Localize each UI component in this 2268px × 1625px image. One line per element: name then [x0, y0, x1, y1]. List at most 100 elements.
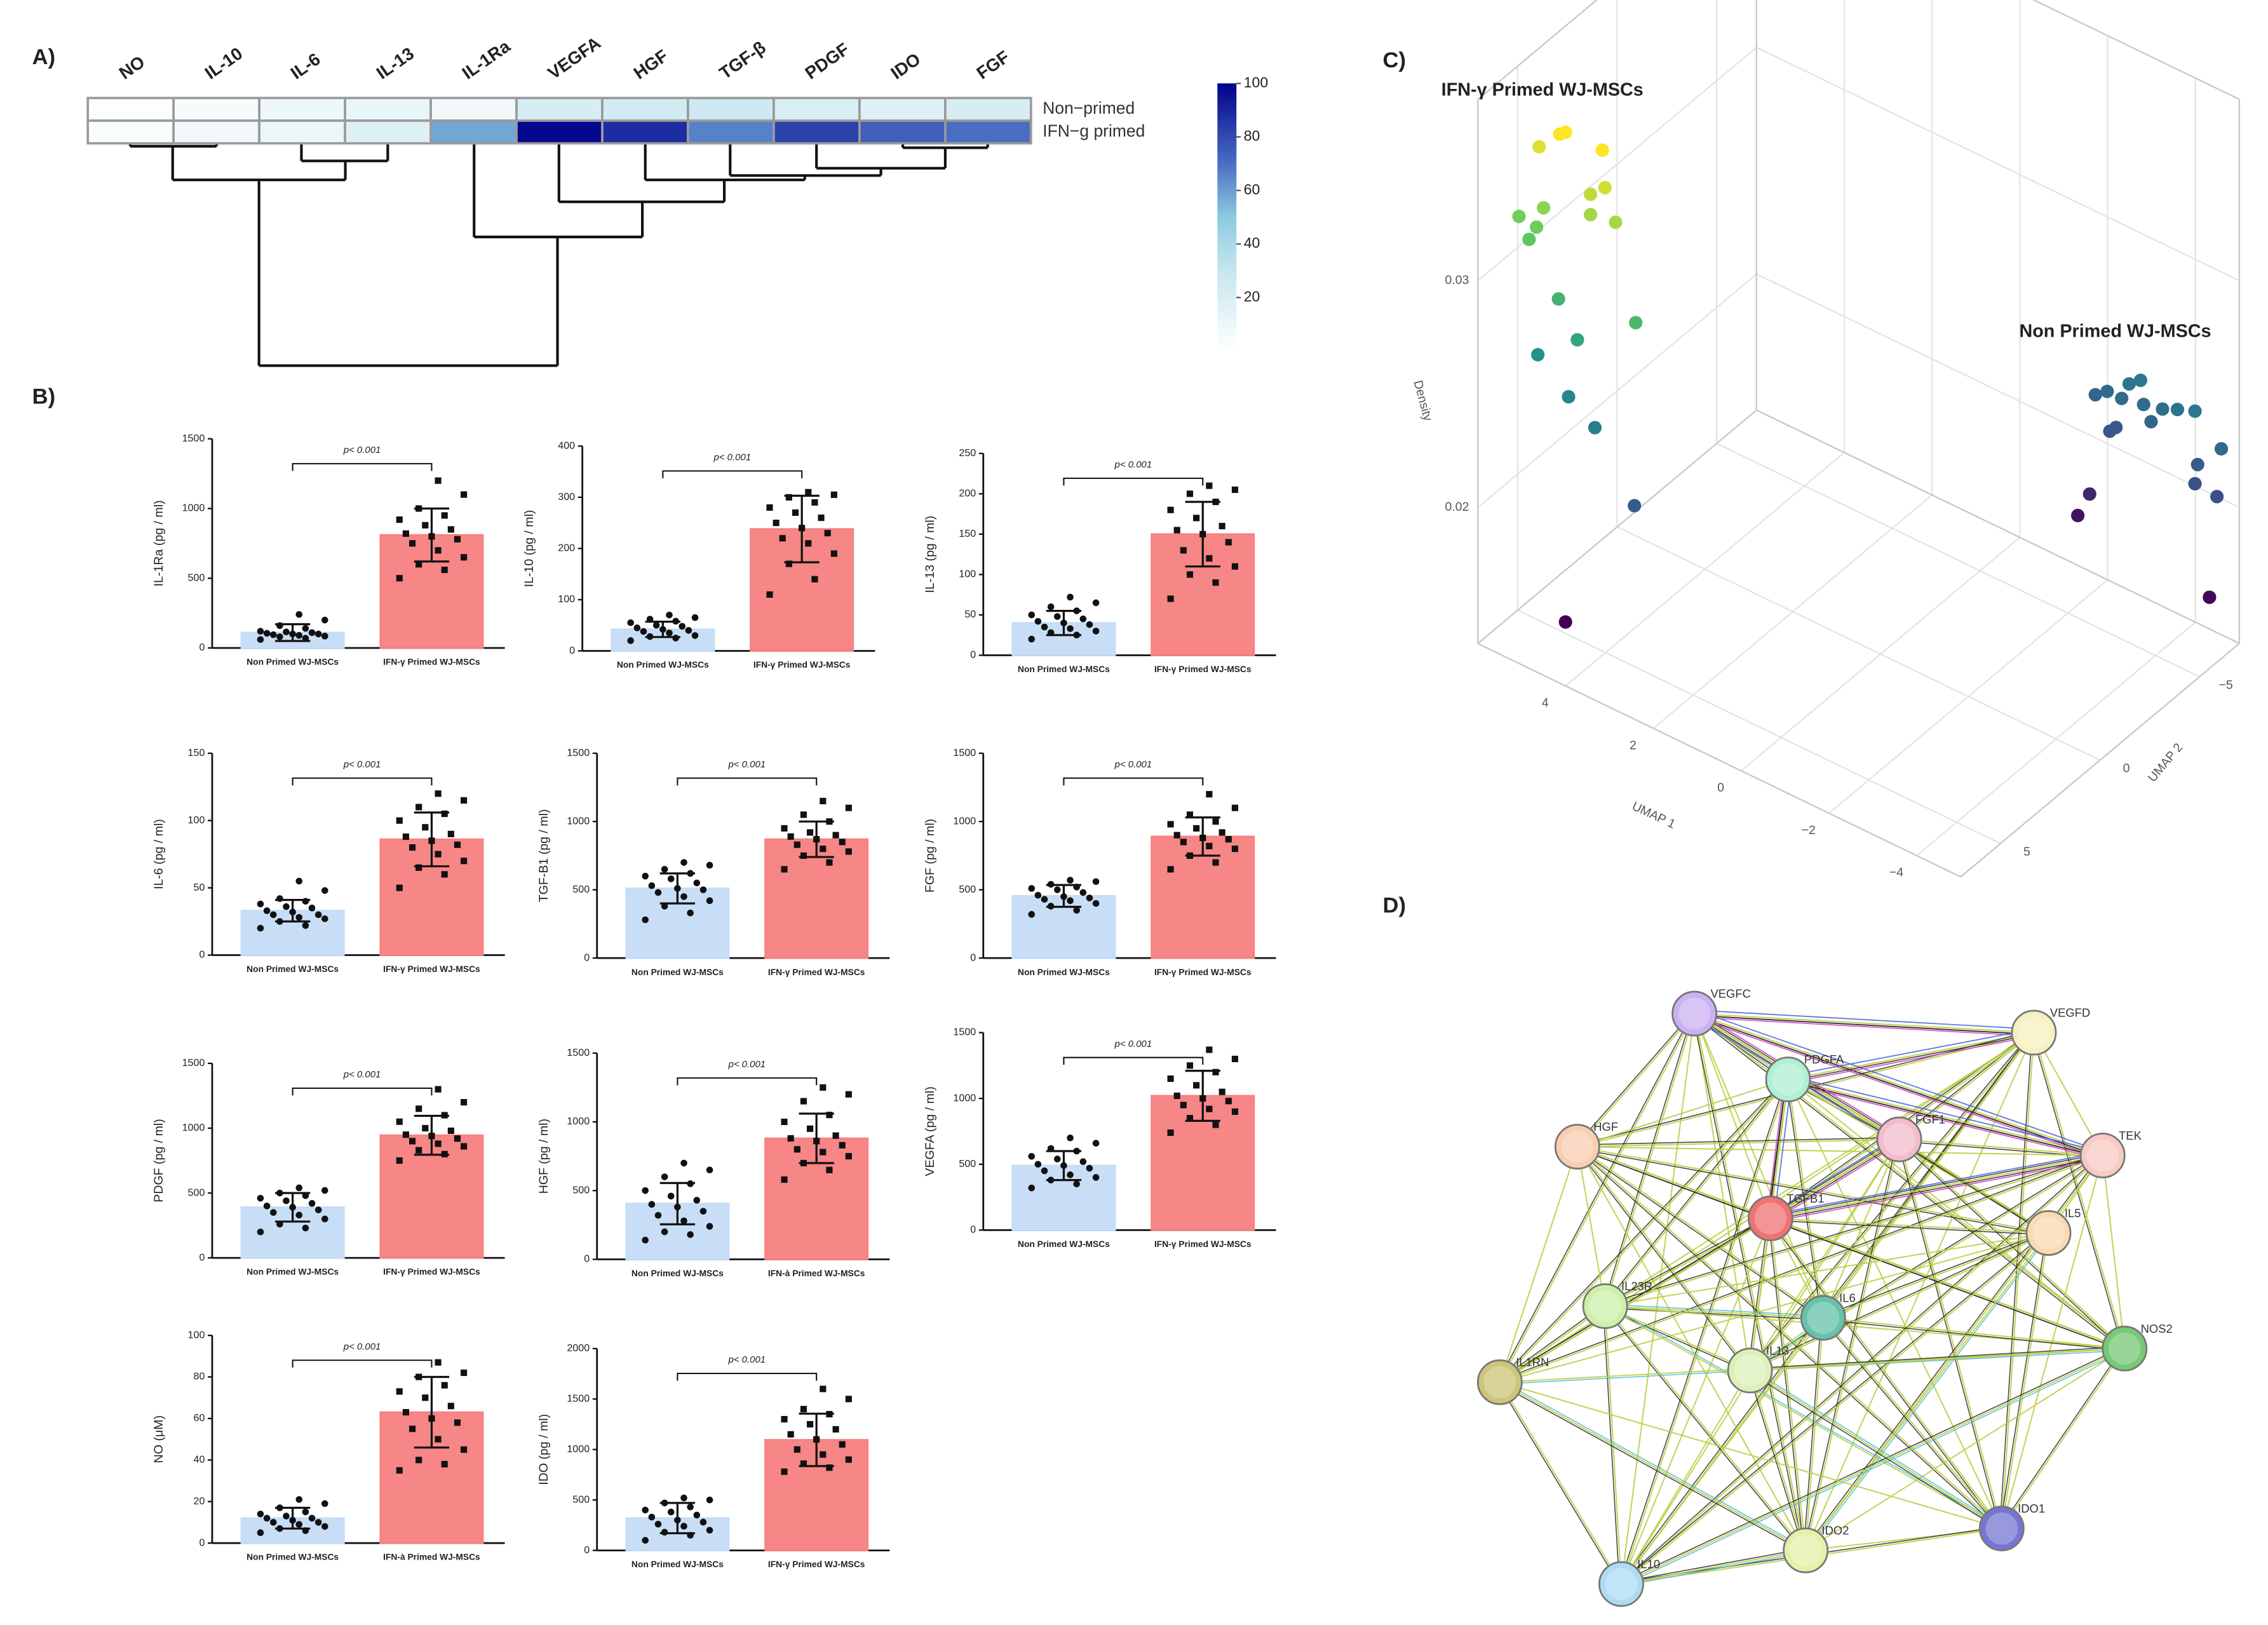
error-bar — [1046, 884, 1082, 908]
network-edge — [1605, 1307, 1823, 1321]
heat-cell — [86, 97, 175, 122]
data-point — [321, 633, 328, 640]
data-point — [667, 1192, 675, 1200]
error-bar — [645, 621, 680, 638]
data-point — [435, 477, 442, 484]
y-tick-label: 50 — [194, 882, 205, 893]
y-tick-label: 0 — [199, 949, 205, 961]
data-point — [295, 611, 303, 618]
data-point — [1212, 579, 1219, 586]
network-edge — [1694, 1013, 2103, 1156]
network-edge — [1766, 1079, 1785, 1218]
y-tick-label: 500 — [959, 884, 976, 895]
scatter-point — [1558, 615, 1572, 629]
data-point — [830, 491, 837, 498]
data-point — [257, 900, 264, 908]
data-point — [308, 905, 316, 912]
data-point — [1092, 1174, 1100, 1181]
network-edge — [1748, 1031, 2033, 1370]
network-node — [1582, 1283, 1628, 1329]
data-point — [706, 1527, 713, 1534]
x-tick-label: Non Primed WJ-MSCs — [1018, 1239, 1110, 1249]
y-axis-label: IL-13 (pg / ml) — [923, 516, 937, 593]
scatter-point — [2100, 384, 2114, 398]
colorbar-tick-label: 40 — [1244, 234, 1260, 251]
error-bar — [1185, 1069, 1220, 1122]
data-point — [832, 1426, 839, 1433]
data-point — [820, 846, 827, 853]
data-point — [276, 633, 283, 640]
data-point — [295, 1184, 303, 1192]
data-point — [415, 561, 422, 568]
y-tick-label: 0 — [199, 1537, 205, 1548]
p-value: p< 0.001 — [727, 1059, 766, 1070]
p-value: p< 0.001 — [343, 1341, 381, 1352]
y-axis-label: IL-6 (pg / ml) — [152, 819, 166, 889]
network-edge — [1768, 1219, 2001, 1530]
data-point — [666, 611, 673, 619]
network-edge — [1621, 1549, 1806, 1585]
data-point — [396, 884, 403, 891]
scatter-point — [2170, 402, 2185, 417]
network-edge — [1694, 1013, 1771, 1219]
network-edge — [1768, 1218, 1805, 1551]
network-edge — [1605, 1305, 1823, 1319]
p-value: p< 0.001 — [727, 759, 766, 770]
grid-line — [1756, 46, 2240, 281]
data-point — [1231, 804, 1238, 811]
data-point — [1054, 613, 1061, 620]
network-edge — [1604, 1305, 1806, 1551]
node-label: NOS2 — [2141, 1322, 2173, 1335]
network-edge — [1770, 1153, 2103, 1217]
y-tick-label: 100 — [558, 593, 575, 605]
data-point — [447, 526, 454, 533]
y-tick-label: 500 — [959, 1158, 976, 1170]
data-point — [693, 1197, 701, 1204]
network-edge — [1773, 1079, 1792, 1219]
network-edge — [1577, 1148, 2049, 1236]
data-point — [441, 811, 448, 818]
data-point — [257, 1510, 264, 1518]
data-point — [627, 637, 634, 644]
data-point — [1186, 1062, 1194, 1069]
network-edge — [1805, 1347, 2125, 1551]
x-tick-label: Non Primed WJ-MSCs — [631, 1559, 724, 1569]
data-point — [642, 1187, 649, 1194]
data-point — [800, 1460, 807, 1467]
scatter-point — [2088, 388, 2102, 401]
y-tick-label: 1500 — [567, 1047, 590, 1058]
y-tick-label: 1500 — [567, 747, 590, 759]
heat-cell — [172, 119, 260, 145]
y-tick-label: 150 — [188, 747, 205, 759]
dendrogram — [128, 143, 989, 367]
data-point — [435, 790, 442, 797]
scatter-point — [2115, 391, 2129, 405]
network-edge — [1999, 1232, 2048, 1528]
data-point — [845, 1396, 852, 1403]
data-point — [257, 1228, 264, 1236]
y-axis-label: VEGFA (pg / ml) — [923, 1086, 937, 1176]
z-tick-label: 0.02 — [1445, 500, 1469, 514]
data-point — [806, 1420, 814, 1428]
significance-bracket — [677, 777, 818, 786]
data-point — [1231, 846, 1238, 853]
data-point — [257, 636, 264, 644]
data-point — [773, 520, 780, 527]
network-edge — [1577, 1146, 2002, 1529]
heat-cell — [858, 97, 947, 122]
network-edge — [1770, 1220, 2049, 1236]
data-point — [1067, 1134, 1074, 1142]
data-point — [283, 1513, 290, 1520]
network-edge — [1498, 1383, 1806, 1553]
scatter-point — [2214, 442, 2229, 456]
data-point — [642, 1236, 649, 1244]
x-tick-label: IFN-γ Primed WJ-MSCs — [383, 1267, 480, 1277]
y-tick-label: 100 — [188, 814, 205, 826]
x-tick-label: IFN-γ Primed WJ-MSCs — [1154, 1239, 1252, 1249]
error-bar — [784, 494, 820, 563]
node-label: IDO2 — [1822, 1524, 1849, 1537]
data-point — [1167, 1075, 1174, 1082]
data-point — [263, 907, 271, 914]
data-point — [1079, 616, 1087, 623]
